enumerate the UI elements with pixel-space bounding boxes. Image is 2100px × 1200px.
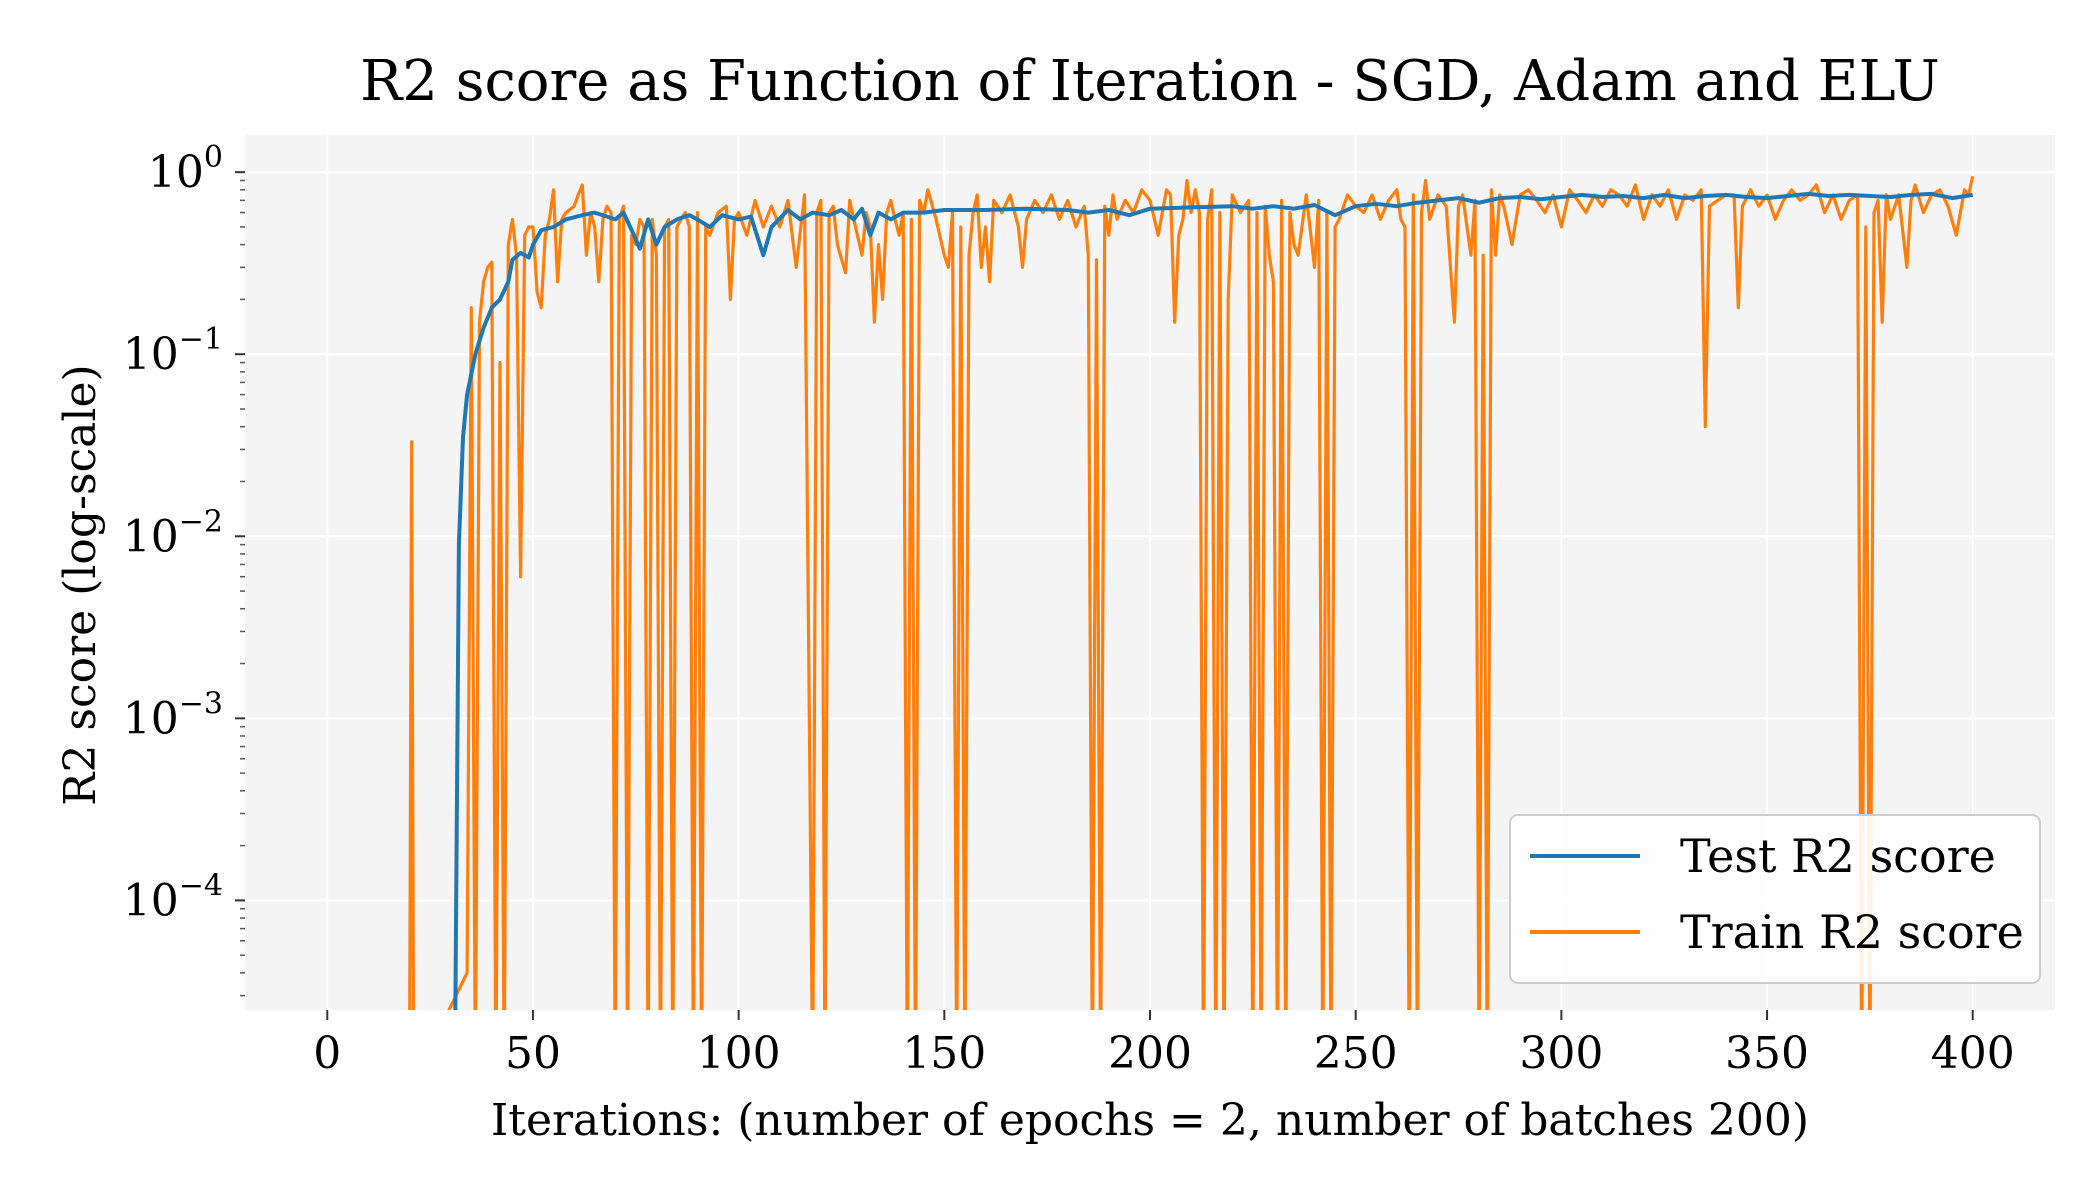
y-tick-label: 10−3 xyxy=(123,686,223,744)
x-tick-label: 300 xyxy=(1519,1028,1603,1079)
x-tick-label: 50 xyxy=(505,1028,561,1079)
legend-label-train: Train R2 score xyxy=(1680,905,2024,959)
y-axis-label: R2 score (log-scale) xyxy=(55,364,106,805)
y-tick-label: 10−1 xyxy=(123,322,223,380)
x-axis-label: Iterations: (number of epochs = 2, numbe… xyxy=(491,1095,1809,1146)
legend-label-test: Test R2 score xyxy=(1680,829,1996,883)
x-tick-label: 150 xyxy=(902,1028,986,1079)
x-tick-label: 200 xyxy=(1108,1028,1192,1079)
series-layer xyxy=(408,175,1975,1010)
x-tick-label: 400 xyxy=(1931,1028,2015,1079)
grid xyxy=(245,135,2055,1010)
legend: Test R2 score Train R2 score xyxy=(1509,814,2041,984)
chart-title: R2 score as Function of Iteration - SGD,… xyxy=(360,49,1940,114)
x-tick-label: 0 xyxy=(313,1028,341,1079)
legend-box xyxy=(1509,814,2041,984)
series-test-line xyxy=(453,191,1974,1010)
series-train-line xyxy=(408,175,1975,1010)
x-axis: 0 50 100 150 200 250 300 350 400 xyxy=(313,1010,2015,1079)
y-axis: 100 10−1 10−2 10−3 10−4 xyxy=(123,140,245,926)
y-tick-label: 100 xyxy=(148,140,223,198)
x-tick-label: 100 xyxy=(697,1028,781,1079)
x-tick-label: 350 xyxy=(1725,1028,1809,1079)
x-tick-label: 250 xyxy=(1314,1028,1398,1079)
y-tick-label: 10−4 xyxy=(123,868,223,926)
y-tick-label: 10−2 xyxy=(123,504,223,562)
y-minor-ticks xyxy=(240,179,245,997)
